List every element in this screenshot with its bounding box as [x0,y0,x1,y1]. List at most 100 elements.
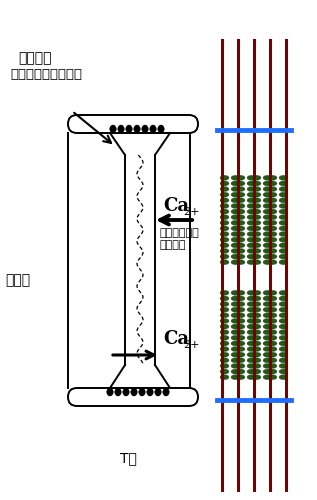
Ellipse shape [236,243,245,248]
Ellipse shape [155,388,161,396]
Ellipse shape [268,341,277,346]
Ellipse shape [268,204,277,208]
Ellipse shape [247,214,256,220]
Ellipse shape [231,358,240,363]
Ellipse shape [231,220,240,226]
Ellipse shape [263,352,272,357]
Ellipse shape [115,388,121,396]
Text: Ca: Ca [163,197,189,215]
Ellipse shape [247,336,256,340]
Ellipse shape [247,307,256,312]
Ellipse shape [247,341,256,346]
Ellipse shape [247,324,256,329]
Ellipse shape [252,364,261,368]
Ellipse shape [231,209,240,214]
Ellipse shape [263,254,272,259]
Ellipse shape [252,176,261,180]
Ellipse shape [142,125,148,133]
Ellipse shape [236,374,245,380]
Ellipse shape [279,318,288,324]
Ellipse shape [263,369,272,374]
Ellipse shape [231,254,240,259]
Ellipse shape [268,330,277,334]
Ellipse shape [247,290,256,296]
Ellipse shape [236,226,245,231]
Ellipse shape [134,125,140,133]
Ellipse shape [220,248,229,254]
Ellipse shape [236,307,245,312]
Ellipse shape [268,358,277,363]
Ellipse shape [231,336,240,340]
Text: 筋小胞体: 筋小胞体 [18,51,51,65]
Ellipse shape [247,209,256,214]
Ellipse shape [220,369,229,374]
Ellipse shape [268,296,277,301]
Ellipse shape [263,318,272,324]
Ellipse shape [252,358,261,363]
Ellipse shape [268,313,277,318]
Ellipse shape [247,369,256,374]
Ellipse shape [268,186,277,192]
Ellipse shape [252,243,261,248]
Ellipse shape [263,307,272,312]
Ellipse shape [236,302,245,306]
Ellipse shape [147,388,153,396]
Ellipse shape [236,254,245,259]
Ellipse shape [263,324,272,329]
Ellipse shape [268,226,277,231]
Ellipse shape [252,313,261,318]
Ellipse shape [231,290,240,296]
Ellipse shape [231,307,240,312]
Ellipse shape [252,181,261,186]
Ellipse shape [252,374,261,380]
Ellipse shape [231,248,240,254]
Ellipse shape [231,302,240,306]
Ellipse shape [279,226,288,231]
Ellipse shape [268,198,277,203]
Ellipse shape [220,341,229,346]
Ellipse shape [247,192,256,197]
Ellipse shape [268,260,277,264]
Ellipse shape [220,324,229,329]
Ellipse shape [279,296,288,301]
Ellipse shape [263,198,272,203]
Ellipse shape [247,181,256,186]
Ellipse shape [252,232,261,236]
Ellipse shape [268,364,277,368]
Ellipse shape [279,198,288,203]
Ellipse shape [231,346,240,352]
Ellipse shape [231,341,240,346]
Ellipse shape [231,243,240,248]
Ellipse shape [231,330,240,334]
Ellipse shape [247,330,256,334]
Text: ポンプによる
汲み上げ: ポンプによる 汲み上げ [160,228,200,250]
Ellipse shape [150,125,156,133]
Ellipse shape [247,237,256,242]
Ellipse shape [268,220,277,226]
Ellipse shape [220,336,229,340]
Ellipse shape [220,226,229,231]
Ellipse shape [247,313,256,318]
Ellipse shape [252,226,261,231]
Ellipse shape [236,358,245,363]
Ellipse shape [268,307,277,312]
Ellipse shape [268,352,277,357]
Ellipse shape [247,296,256,301]
Ellipse shape [252,352,261,357]
Ellipse shape [279,358,288,363]
FancyBboxPatch shape [68,115,198,133]
Ellipse shape [231,198,240,203]
Ellipse shape [252,336,261,340]
Ellipse shape [220,307,229,312]
Ellipse shape [263,226,272,231]
Ellipse shape [279,181,288,186]
Ellipse shape [247,220,256,226]
Ellipse shape [236,318,245,324]
Ellipse shape [279,232,288,236]
Ellipse shape [279,290,288,296]
Text: （カルシウム貯蔵）: （カルシウム貯蔵） [10,68,82,80]
Ellipse shape [236,341,245,346]
Ellipse shape [220,358,229,363]
Ellipse shape [220,209,229,214]
Ellipse shape [279,302,288,306]
